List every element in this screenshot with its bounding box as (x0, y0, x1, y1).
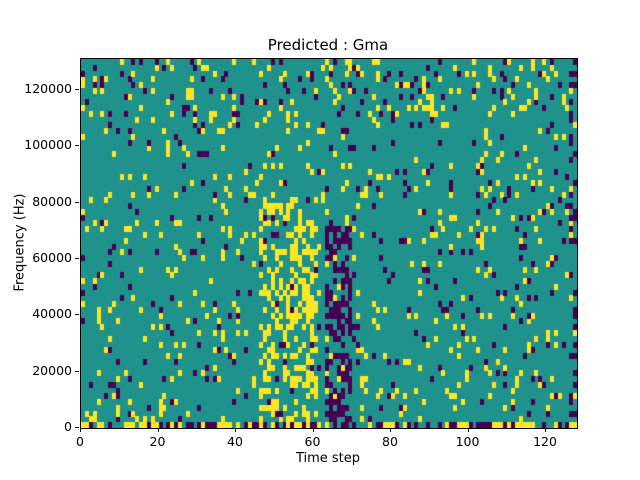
heatmap-canvas (81, 59, 577, 428)
y-tick-mark (75, 314, 79, 316)
chart-title: Predicted : Gma (267, 36, 389, 54)
y-tick-mark (75, 89, 79, 91)
x-tick-mark (390, 428, 391, 432)
y-tick-mark (75, 258, 79, 260)
x-tick-label: 0 (76, 434, 84, 449)
y-tick-mark (75, 370, 79, 372)
x-tick-label: 60 (304, 434, 321, 449)
x-axis-label: Time step (295, 451, 361, 466)
x-tick-mark (467, 428, 469, 432)
y-tick-label: 120000 (24, 81, 72, 97)
y-tick-mark (75, 145, 79, 147)
x-tick-mark (312, 428, 314, 432)
x-tick-label: 120 (533, 434, 557, 449)
y-tick-label: 60000 (32, 250, 72, 266)
y-tick-label: 20000 (32, 362, 72, 378)
y-tick-mark (75, 427, 79, 428)
x-tick-mark (80, 428, 81, 432)
y-tick-label: 80000 (32, 193, 72, 209)
x-tick-label: 20 (149, 434, 166, 449)
x-tick-label: 80 (382, 434, 398, 449)
x-tick-mark (157, 428, 159, 432)
x-tick-mark (235, 428, 236, 432)
y-tick-mark (75, 201, 79, 203)
y-tick-label: 40000 (32, 306, 72, 322)
x-tick-label: 40 (227, 434, 243, 449)
y-tick-label: 100000 (24, 137, 72, 153)
x-tick-mark (545, 428, 546, 432)
plot-area (80, 58, 578, 429)
x-tick-label: 100 (455, 434, 480, 449)
y-tick-label: 0 (64, 419, 72, 434)
